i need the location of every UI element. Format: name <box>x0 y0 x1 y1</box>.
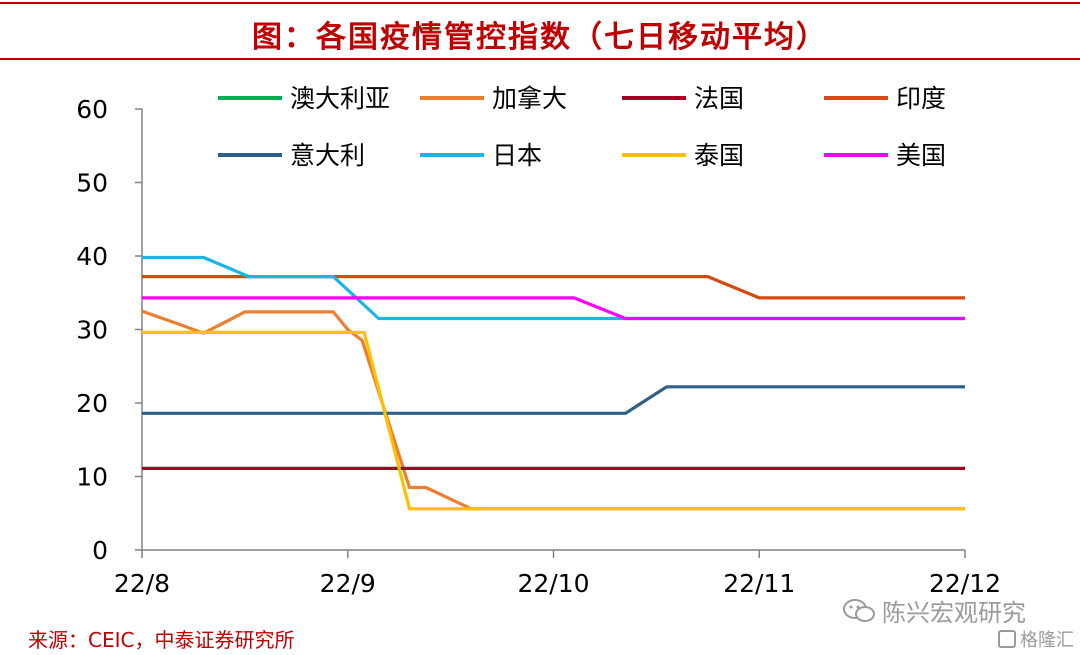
y-tick-label: 60 <box>76 95 108 124</box>
y-tick-label: 20 <box>76 389 108 418</box>
legend-label: 法国 <box>694 84 744 113</box>
legend-label: 美国 <box>896 141 946 170</box>
x-tick-label: 22/9 <box>320 569 376 598</box>
title-bar: 图：各国疫情管控指数（七日移动平均） <box>0 0 1080 60</box>
x-tick-label: 22/8 <box>114 569 170 598</box>
y-tick-label: 0 <box>92 536 108 565</box>
watermark-text: 陈兴宏观研究 <box>882 599 1026 627</box>
legend-label: 意大利 <box>290 141 365 170</box>
legend-label: 澳大利亚 <box>290 84 390 113</box>
corner-watermark: 格隆汇 <box>998 626 1074 652</box>
watermark: 陈兴宏观研究 <box>842 593 1026 628</box>
corner-watermark-text: 格隆汇 <box>1020 630 1074 651</box>
x-tick-label: 22/12 <box>929 569 1001 598</box>
axes: 0 10 20 30 40 50 60 22/8 22/9 22/10 22/11 22/12 <box>76 95 1001 598</box>
legend-label: 印度 <box>896 84 946 113</box>
legend-label: 日本 <box>492 141 542 170</box>
series-line-3 <box>142 275 965 300</box>
wechat-icon <box>843 598 875 622</box>
y-tick-label: 30 <box>76 316 108 345</box>
legend-label: 加拿大 <box>492 84 567 113</box>
corner-logo-icon <box>998 630 1016 648</box>
title-rule-bottom <box>0 58 1080 60</box>
series-line-7 <box>142 296 965 321</box>
series-line-5 <box>142 255 965 321</box>
series-lines <box>141 255 965 511</box>
legend-label: 泰国 <box>694 141 744 170</box>
y-tick-label: 50 <box>76 169 108 198</box>
source-note: 来源：CEIC，中泰证券研究所 <box>28 628 295 652</box>
y-tick-label: 40 <box>76 242 108 271</box>
x-tick-label: 22/10 <box>517 569 589 598</box>
y-tick-label: 10 <box>76 463 108 492</box>
series-line-4 <box>142 385 965 415</box>
series-line-6 <box>142 330 965 511</box>
series-line-1 <box>141 309 965 511</box>
x-tick-label: 22/11 <box>723 569 795 598</box>
title-rule-top <box>0 2 1080 4</box>
chart-title: 图：各国疫情管控指数（七日移动平均） <box>252 20 828 55</box>
